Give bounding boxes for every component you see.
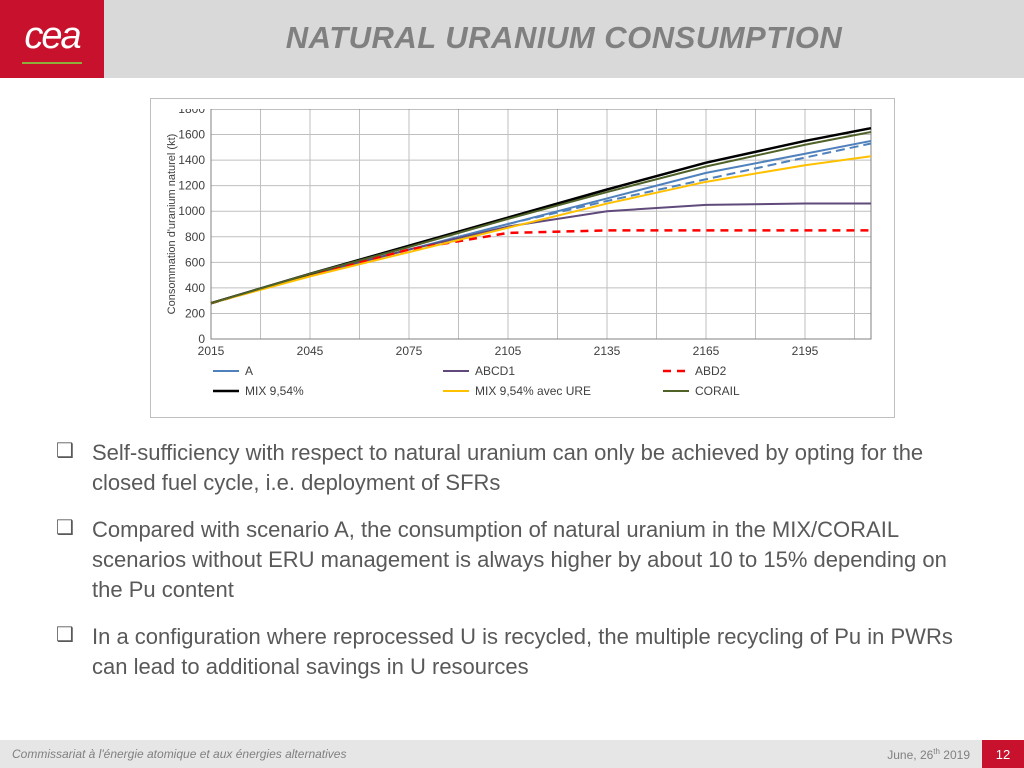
- bullet-text: Self-sufficiency with respect to natural…: [92, 438, 976, 497]
- footer-page-number: 12: [982, 740, 1024, 768]
- logo-underline: [22, 62, 82, 64]
- svg-text:A: A: [245, 364, 253, 378]
- svg-text:1600: 1600: [178, 128, 205, 142]
- svg-text:2045: 2045: [297, 344, 324, 358]
- svg-text:800: 800: [185, 230, 205, 244]
- svg-text:2075: 2075: [396, 344, 423, 358]
- bullet-mark-icon: ❑: [56, 438, 92, 497]
- logo-box: cea: [0, 0, 104, 78]
- bullet-text: Compared with scenario A, the consumptio…: [92, 515, 976, 604]
- bullet-item: ❑In a configuration where reprocessed U …: [56, 622, 976, 681]
- svg-text:1200: 1200: [178, 179, 205, 193]
- bullet-item: ❑Compared with scenario A, the consumpti…: [56, 515, 976, 604]
- svg-text:1000: 1000: [178, 204, 205, 218]
- svg-text:ABCD1: ABCD1: [475, 364, 515, 378]
- svg-text:1400: 1400: [178, 153, 205, 167]
- svg-text:2165: 2165: [693, 344, 720, 358]
- bullet-mark-icon: ❑: [56, 622, 92, 681]
- svg-text:1800: 1800: [178, 109, 205, 116]
- svg-text:MIX 9,54%: MIX 9,54%: [245, 384, 304, 398]
- svg-text:2195: 2195: [792, 344, 819, 358]
- header-bar: cea NATURAL URANIUM CONSUMPTION: [0, 0, 1024, 78]
- footer-bar: Commissariat à l'énergie atomique et aux…: [0, 740, 1024, 768]
- svg-text:MIX 9,54% avec URE: MIX 9,54% avec URE: [475, 384, 591, 398]
- svg-text:ABD2: ABD2: [695, 364, 727, 378]
- footer-date: June, 26th 2019: [887, 747, 970, 762]
- svg-text:2105: 2105: [495, 344, 522, 358]
- svg-text:CORAIL: CORAIL: [695, 384, 740, 398]
- bullet-mark-icon: ❑: [56, 515, 92, 604]
- bullet-text: In a configuration where reprocessed U i…: [92, 622, 976, 681]
- svg-text:2135: 2135: [594, 344, 621, 358]
- svg-text:400: 400: [185, 281, 205, 295]
- svg-text:Consommation d'uranium naturel: Consommation d'uranium naturel (kt): [166, 134, 178, 315]
- page-title: NATURAL URANIUM CONSUMPTION: [104, 20, 1024, 56]
- bullet-item: ❑Self-sufficiency with respect to natura…: [56, 438, 976, 497]
- uranium-chart: 0200400600800100012001400160018002015204…: [150, 98, 895, 418]
- bullet-list: ❑Self-sufficiency with respect to natura…: [56, 438, 976, 700]
- svg-text:2015: 2015: [198, 344, 225, 358]
- svg-text:600: 600: [185, 255, 205, 269]
- footer-org: Commissariat à l'énergie atomique et aux…: [12, 747, 346, 761]
- chart-svg: 0200400600800100012001400160018002015204…: [161, 109, 886, 409]
- svg-text:200: 200: [185, 306, 205, 320]
- logo-text: cea: [24, 15, 79, 58]
